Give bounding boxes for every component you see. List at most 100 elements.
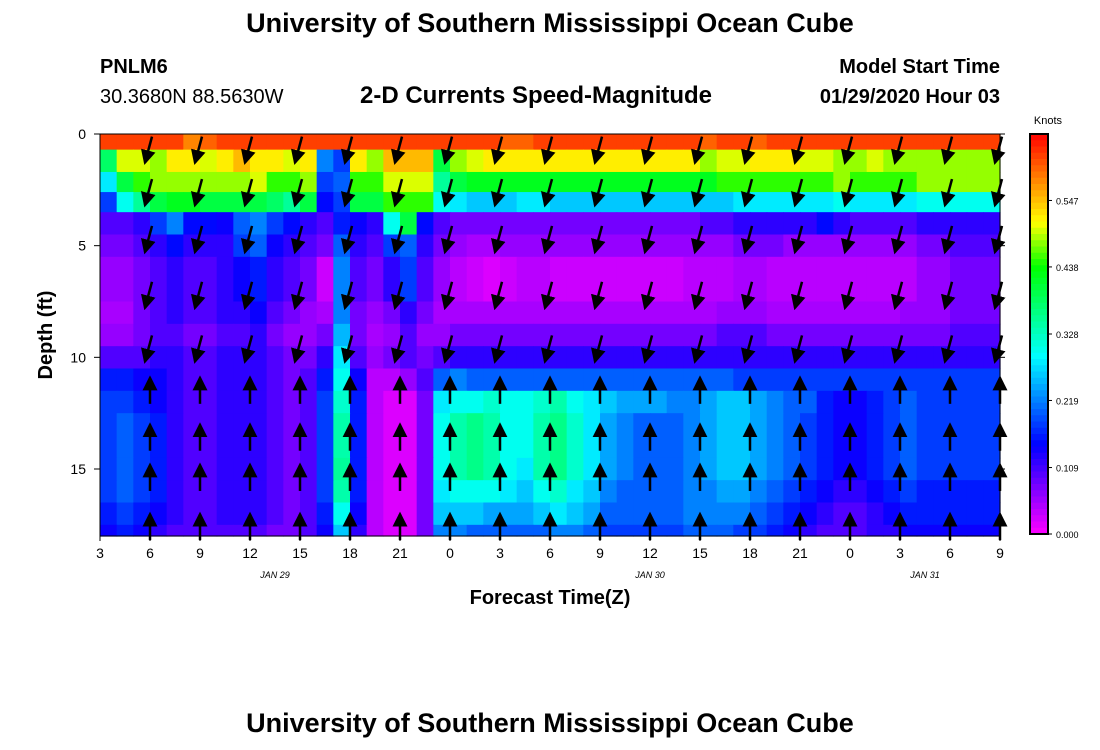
heatmap-cell [100, 524, 118, 537]
heatmap-cell [233, 524, 251, 537]
heatmap-cell [400, 234, 418, 258]
heatmap-cell [816, 134, 834, 151]
heatmap-cell [350, 413, 368, 459]
heatmap-cell [166, 413, 184, 459]
heatmap-cell [116, 368, 134, 392]
heatmap-cell [416, 480, 434, 504]
heatmap-cell [483, 524, 501, 537]
heatmap-cell [283, 524, 301, 537]
colorbar-tick-label: 0.328 [1056, 330, 1079, 340]
heatmap-cell [516, 457, 534, 481]
y-tick-label: 15 [70, 461, 86, 477]
heatmap-cell [116, 234, 134, 258]
heatmap-cell [816, 323, 834, 347]
heatmap-cell [166, 368, 184, 392]
heatmap-cell [183, 212, 201, 236]
heatmap-cell [883, 323, 901, 347]
heatmap-cell [483, 171, 501, 193]
heatmap-cell [283, 323, 301, 347]
heatmap-cell [133, 301, 151, 325]
heatmap-cell [666, 413, 684, 459]
heatmap-cell [466, 234, 484, 258]
colorbar-segment [1030, 190, 1048, 198]
heatmap-cell [283, 413, 301, 459]
heatmap-cell [400, 502, 418, 526]
heatmap-cell [416, 323, 434, 347]
current-arrow [241, 281, 256, 311]
heatmap-cell [650, 192, 668, 213]
colorbar-segment [1030, 259, 1048, 266]
heatmap-cell [116, 524, 134, 537]
heatmap-cell [716, 368, 734, 392]
heatmap-cell [466, 413, 484, 459]
heatmap-cell [533, 390, 551, 414]
heatmap-cell [466, 368, 484, 392]
heatmap-cell [650, 524, 668, 537]
heatmap-cell [150, 256, 168, 303]
heatmap-cell [966, 256, 984, 303]
y-tick-label: 10 [70, 349, 86, 365]
heatmap-cell [400, 524, 418, 537]
heatmap-cell [366, 502, 384, 526]
heatmap-cell [900, 346, 918, 370]
heatmap-cell [300, 390, 318, 414]
heatmap-cell [700, 171, 718, 193]
heatmap-cell [933, 134, 951, 151]
heatmap-cell [166, 502, 184, 526]
heatmap-cell [416, 256, 434, 303]
heatmap-cell [150, 457, 168, 481]
heatmap-cell [800, 390, 818, 414]
heatmap-cell [333, 323, 351, 347]
heatmap-cell [800, 134, 818, 151]
heatmap-cell [800, 234, 818, 258]
colorbar-segment [1030, 159, 1048, 166]
heatmap-cell [566, 457, 584, 481]
heatmap-cell [283, 457, 301, 481]
heatmap-cell [483, 134, 501, 151]
heatmap-cell [900, 524, 918, 537]
heatmap-cell [800, 301, 818, 325]
heatmap-cell [533, 457, 551, 481]
x-tick-label: 3 [96, 545, 104, 561]
current-arrow [191, 335, 206, 364]
heatmap-cell [516, 234, 534, 258]
footer-title: University of Southern Mississippi Ocean… [246, 708, 854, 738]
heatmap-cell [100, 413, 118, 459]
date-label: JAN 29 [259, 570, 290, 580]
heatmap-cell [616, 149, 634, 173]
x-tick-label: 18 [742, 545, 758, 561]
heatmap-cell [416, 134, 434, 151]
heatmap-cell [883, 212, 901, 236]
heatmap-cell [966, 480, 984, 504]
heatmap-cell [816, 256, 834, 303]
heatmap-cell [983, 390, 1001, 414]
heatmap-cell [533, 212, 551, 236]
heatmap-cell [266, 301, 284, 325]
heatmap-cell [250, 301, 268, 325]
heatmap-cell [333, 212, 351, 236]
heatmap-cell [183, 256, 201, 303]
heatmap-cell [766, 524, 784, 537]
heatmap-cell [750, 368, 768, 392]
current-arrow [641, 136, 656, 166]
heatmap-cell [716, 171, 734, 193]
heatmap-cell [816, 346, 834, 370]
heatmap-cell [933, 368, 951, 392]
heatmap-cell [316, 134, 334, 151]
heatmap-cell [716, 323, 734, 347]
heatmap-cell [666, 256, 684, 303]
heatmap-cell [900, 413, 918, 459]
heatmap-cell [466, 256, 484, 303]
heatmap-cell [250, 480, 268, 504]
heatmap-cell [816, 212, 834, 236]
heatmap-cell [866, 368, 884, 392]
heatmap-cell [633, 171, 651, 193]
heatmap-cell [350, 368, 368, 392]
heatmap-cell [266, 480, 284, 504]
heatmap-cell [833, 502, 851, 526]
heatmap-cell [500, 234, 518, 258]
current-arrow [191, 281, 206, 311]
heatmap-cell [583, 457, 601, 481]
heatmap-cell [433, 301, 451, 325]
heatmap-cell [350, 301, 368, 325]
